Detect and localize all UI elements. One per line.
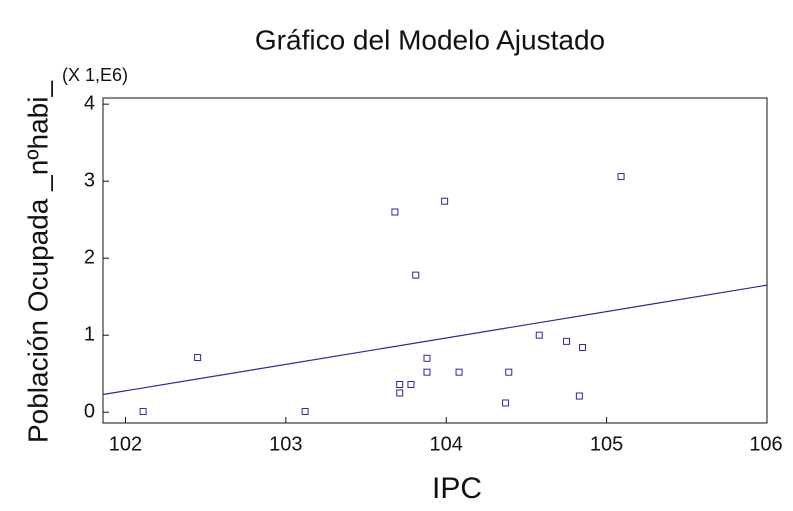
- y-tick-label: 2: [84, 246, 95, 268]
- point: [617, 173, 625, 181]
- x-tick-label: 104: [430, 433, 463, 455]
- point: [139, 407, 147, 415]
- point: [396, 389, 404, 397]
- point: [505, 368, 513, 376]
- x-tick-label: 103: [269, 433, 302, 455]
- point: [563, 337, 571, 345]
- point: [423, 354, 431, 362]
- plot-frame: [102, 97, 768, 424]
- y-tick-label: 1: [84, 323, 95, 345]
- chart-title: Gráfico del Modelo Ajustado: [255, 24, 605, 55]
- point: [396, 380, 404, 388]
- point: [407, 380, 415, 388]
- point: [579, 344, 587, 352]
- x-tick-label: 102: [109, 433, 142, 455]
- y-axis-label: Población Ocupada _nºhabi_: [22, 81, 53, 443]
- point: [502, 399, 510, 407]
- x-tick-label: 106: [749, 433, 782, 455]
- y-tick-label: 4: [84, 92, 95, 114]
- y-tick-label: 0: [84, 400, 95, 422]
- y-tick-label: 3: [84, 169, 95, 191]
- point: [575, 392, 583, 400]
- point: [455, 368, 463, 376]
- x-axis-label: IPC: [432, 472, 482, 505]
- point: [194, 354, 202, 362]
- point: [423, 368, 431, 376]
- y-multiplier: (X 1,E6): [62, 65, 128, 85]
- point: [441, 197, 449, 205]
- point: [412, 271, 420, 279]
- point: [535, 331, 543, 339]
- point: [301, 407, 309, 415]
- fit-line: [102, 284, 768, 396]
- point: [391, 208, 399, 216]
- x-tick-label: 105: [590, 433, 623, 455]
